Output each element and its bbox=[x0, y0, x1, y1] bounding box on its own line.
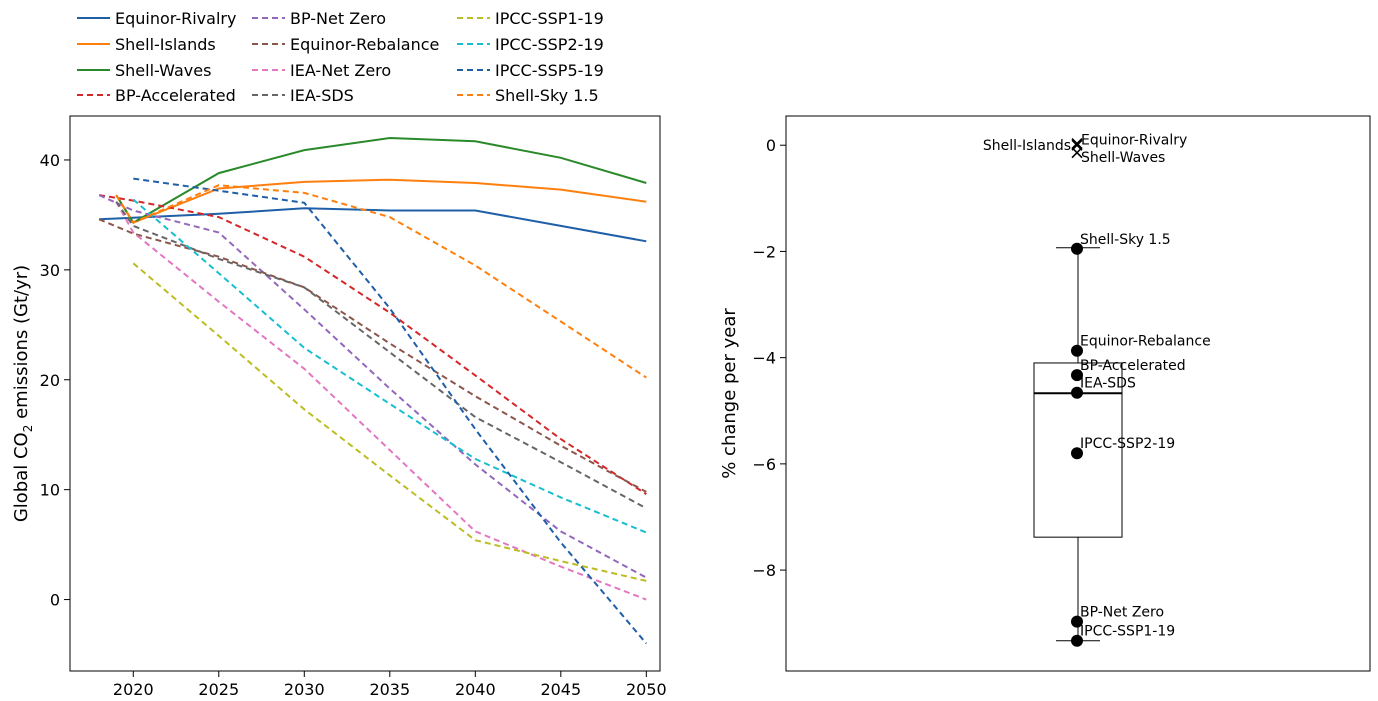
legend-label: IEA-SDS bbox=[290, 86, 354, 105]
point-label-shell-sky-1-5: Shell-Sky 1.5 bbox=[1080, 232, 1171, 248]
y-axis-label-subscript: 2 bbox=[21, 425, 35, 433]
legend-item-bp-accelerated: BP-Accelerated bbox=[77, 86, 236, 105]
legend-label: Shell-Sky 1.5 bbox=[495, 86, 599, 105]
y-tick-label: −4 bbox=[752, 349, 776, 368]
point-label-bp-net-zero: BP-Net Zero bbox=[1080, 605, 1164, 621]
legend-item-iea-net-zero: IEA-Net Zero bbox=[252, 61, 391, 80]
x-tick-label: 2025 bbox=[198, 680, 239, 699]
x-tick-label: 2030 bbox=[284, 680, 325, 699]
series-line-shell-islands bbox=[115, 178, 647, 224]
interquartile-box bbox=[1033, 362, 1123, 538]
series-line-ipcc-ssp5-19 bbox=[133, 177, 648, 645]
legend-item-ipcc-ssp1-19: IPCC-SSP1-19 bbox=[457, 9, 604, 28]
legend-label: IEA-Net Zero bbox=[290, 61, 391, 80]
series-line-bp-net-zero bbox=[98, 194, 647, 579]
legend-item-bp-net-zero: BP-Net Zero bbox=[252, 9, 386, 28]
point-ipcc-ssp2-19 bbox=[1071, 447, 1083, 460]
legend-label: BP-Net Zero bbox=[290, 9, 386, 28]
change-boxplot: 0 −2 −4 −6 −8 % change per year Shell-Sky 1.5 E… bbox=[719, 115, 1371, 672]
outlier-label-equinor-rivalry: Equinor-Rivalry bbox=[1081, 132, 1187, 148]
y-tick-label: −6 bbox=[752, 455, 776, 474]
legend-label: Shell-Waves bbox=[115, 61, 211, 80]
y-tick-label: 10 bbox=[40, 481, 60, 500]
emissions-line-chart: 2020 2025 2030 2035 2040 2045 2050010203040Glo… bbox=[11, 115, 667, 699]
legend-item-shell-islands: Shell-Islands bbox=[77, 35, 216, 54]
outlier-equinor-rivalry bbox=[1071, 147, 1083, 159]
series-lines bbox=[98, 136, 648, 645]
point-label-bp-accelerated: BP-Accelerated bbox=[1080, 358, 1186, 374]
legend-item-shell-waves: Shell-Waves bbox=[77, 61, 211, 80]
legend-item-iea-sds: IEA-SDS bbox=[252, 86, 354, 105]
series-line-equinor-rivalry bbox=[99, 207, 647, 243]
outlier-mark-stroke bbox=[1071, 147, 1083, 159]
legend-label: Shell-Islands bbox=[115, 35, 216, 54]
y-tick-label: −2 bbox=[752, 242, 776, 261]
y-axis-label: Global CO2 emissions (Gt/yr) bbox=[11, 265, 35, 522]
legend: Equinor-Rivalry Shell-Islands Shell-Waves B… bbox=[77, 9, 604, 105]
y-axis-label: % change per year bbox=[719, 308, 740, 479]
y-axis-label-main: Global CO bbox=[11, 432, 32, 522]
point-ipcc-ssp1-19 bbox=[1071, 634, 1083, 647]
x-tick-label: 2035 bbox=[369, 680, 410, 699]
point-equinor-rebalance bbox=[1071, 344, 1083, 357]
series-line-iea-net-zero bbox=[115, 201, 647, 601]
legend-item-equinor-rivalry: Equinor-Rivalry bbox=[77, 9, 236, 28]
plot-frame bbox=[69, 115, 661, 672]
y-tick-label: 40 bbox=[40, 151, 60, 170]
y-tick-label: 0 bbox=[766, 136, 776, 155]
legend-item-ipcc-ssp5-19: IPCC-SSP5-19 bbox=[457, 61, 604, 80]
y-axis-label-tail: emissions (Gt/yr) bbox=[11, 265, 32, 425]
series-line-bp-accelerated bbox=[98, 194, 647, 495]
y-tick-label: 0 bbox=[50, 591, 60, 610]
point-iea-sds bbox=[1071, 386, 1083, 399]
x-tick-label: 2050 bbox=[626, 680, 667, 699]
point-label-ipcc-ssp2-19: IPCC-SSP2-19 bbox=[1080, 436, 1175, 452]
plot-frame bbox=[785, 115, 1371, 672]
legend-item-shell-sky-1-5: Shell-Sky 1.5 bbox=[457, 86, 599, 105]
x-tick-label: 2040 bbox=[455, 680, 496, 699]
y-tick-label: 20 bbox=[40, 371, 60, 390]
series-line-ipcc-ssp1-19 bbox=[132, 262, 647, 582]
series-line-ipcc-ssp2-19 bbox=[132, 198, 647, 534]
legend-label: IPCC-SSP1-19 bbox=[495, 9, 604, 28]
legend-label: Equinor-Rebalance bbox=[290, 35, 439, 54]
y-tick-label: 30 bbox=[40, 261, 60, 280]
legend-label: BP-Accelerated bbox=[115, 86, 236, 105]
point-bp-net-zero bbox=[1071, 615, 1083, 628]
series-line-equinor-rebalance bbox=[98, 218, 647, 493]
series-line-iea-sds bbox=[115, 201, 647, 510]
outlier-mark-stroke bbox=[1071, 138, 1083, 150]
point-label-ipcc-ssp1-19: IPCC-SSP1-19 bbox=[1080, 624, 1175, 640]
point-label-iea-sds: IEA-SDS bbox=[1080, 376, 1136, 392]
x-tick-label: 2045 bbox=[540, 680, 581, 699]
legend-item-equinor-rebalance: Equinor-Rebalance bbox=[252, 35, 439, 54]
outlier-label-shell-islands: Shell-Islands bbox=[983, 138, 1071, 154]
legend-label: Equinor-Rivalry bbox=[115, 9, 236, 28]
point-label-equinor-rebalance: Equinor-Rebalance bbox=[1080, 334, 1211, 350]
point-bp-accelerated bbox=[1071, 369, 1083, 382]
legend-item-ipcc-ssp2-19: IPCC-SSP2-19 bbox=[457, 35, 604, 54]
legend-label: IPCC-SSP5-19 bbox=[495, 61, 604, 80]
y-tick-label: −8 bbox=[752, 561, 776, 580]
series-line-shell-sky-1-5 bbox=[115, 184, 647, 379]
point-shell-sky-1-5 bbox=[1071, 242, 1083, 255]
outlier-shell-waves bbox=[1071, 138, 1083, 150]
outlier-label-shell-waves: Shell-Waves bbox=[1081, 150, 1165, 166]
x-tick-label: 2020 bbox=[113, 680, 154, 699]
legend-label: IPCC-SSP2-19 bbox=[495, 35, 604, 54]
